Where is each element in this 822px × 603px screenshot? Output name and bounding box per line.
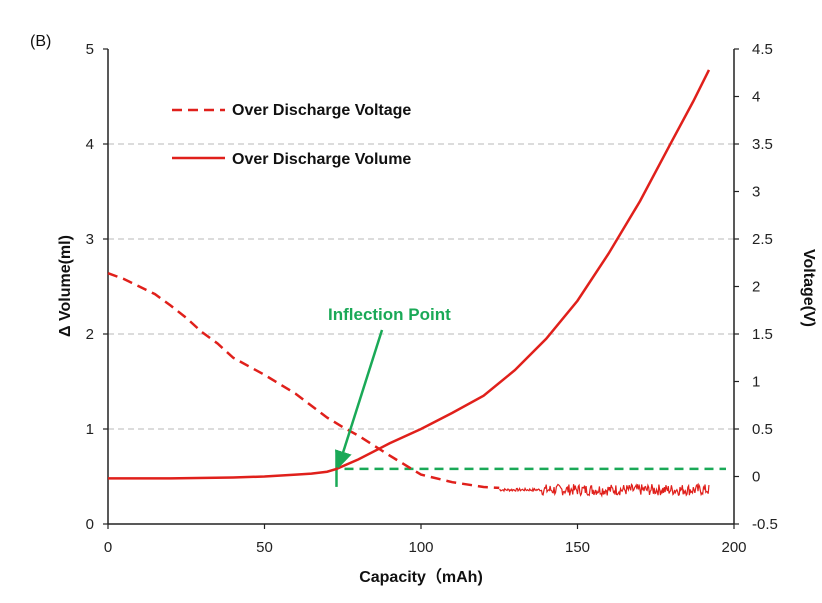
y-left-tick-label: 5 bbox=[86, 41, 94, 58]
y-right-tick-label: 0.5 bbox=[752, 421, 773, 438]
x-tick-label: 100 bbox=[408, 539, 433, 556]
y-right-tick-label: -0.5 bbox=[752, 516, 778, 533]
x-tick-label: 0 bbox=[104, 539, 112, 556]
y-right-tick-label: 1.5 bbox=[752, 326, 773, 343]
legend-label-volume: Over Discharge Volume bbox=[232, 151, 411, 168]
y-left-axis-ticks: 0 1 2 3 4 5 bbox=[86, 41, 108, 533]
y-right-tick-label: 3.5 bbox=[752, 136, 773, 153]
y-right-tick-label: 2 bbox=[752, 279, 760, 296]
x-axis-title: Capacity（mAh) bbox=[359, 568, 483, 586]
series-voltage-noise bbox=[499, 482, 710, 498]
legend: Over Discharge Voltage Over Discharge Vo… bbox=[172, 102, 411, 168]
y-right-tick-label: 2.5 bbox=[752, 231, 773, 248]
x-tick-label: 150 bbox=[565, 539, 590, 556]
y-axis-left-title: Δ Volume(ml) bbox=[57, 235, 74, 337]
x-tick-label: 50 bbox=[256, 539, 273, 556]
series-volume-line bbox=[108, 69, 711, 480]
y-right-tick-label: 0 bbox=[752, 469, 760, 486]
y-right-tick-label: 4.5 bbox=[752, 41, 773, 58]
y-right-tick-label: 3 bbox=[752, 184, 760, 201]
inflection-label: Inflection Point bbox=[328, 305, 451, 324]
y-right-axis-ticks: -0.5 0 0.5 1 1.5 2 2.5 3 3.5 4 4.5 bbox=[734, 41, 778, 533]
y-left-tick-label: 4 bbox=[86, 136, 94, 153]
inflection-arrow bbox=[334, 329, 384, 469]
y-left-tick-label: 1 bbox=[86, 421, 94, 438]
y-left-tick-label: 2 bbox=[86, 326, 94, 343]
y-left-tick-label: 0 bbox=[86, 516, 94, 533]
y-left-tick-label: 3 bbox=[86, 231, 94, 248]
panel-label: (B) bbox=[30, 33, 51, 50]
x-tick-label: 200 bbox=[721, 539, 746, 556]
grid-lines bbox=[108, 143, 734, 430]
series-voltage-line bbox=[107, 272, 500, 490]
y-axis-right-title: Voltage(V) bbox=[800, 249, 817, 327]
y-right-tick-label: 4 bbox=[752, 89, 760, 106]
y-right-tick-label: 1 bbox=[752, 374, 760, 391]
x-axis-ticks: 0 50 100 150 200 bbox=[104, 524, 747, 556]
legend-label-voltage: Over Discharge Voltage bbox=[232, 102, 411, 119]
